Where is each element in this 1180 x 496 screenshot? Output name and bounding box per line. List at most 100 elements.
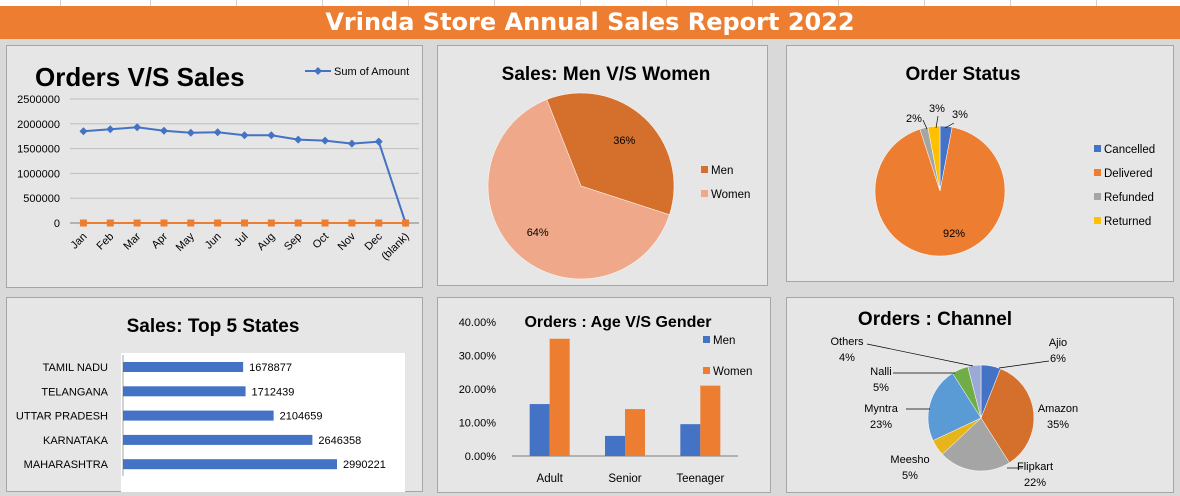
legend-label: Returned — [1104, 216, 1151, 228]
slice-pct-label: 6% — [1050, 353, 1066, 365]
data-point — [267, 219, 275, 227]
slice-name-label: Amazon — [1038, 403, 1078, 415]
data-point — [267, 131, 276, 140]
slice-name-label: Meesho — [890, 454, 929, 466]
y-tick-label: 2500000 — [17, 94, 60, 106]
top5-states-panel[interactable]: Sales: Top 5 States TAMIL NADU 1678877 TELA… — [6, 297, 423, 492]
slice-pct-label: 64% — [527, 227, 549, 239]
chart-title: Sales: Top 5 States — [127, 316, 300, 337]
x-tick-label: Oct — [311, 231, 332, 252]
channel-panel[interactable]: Orders : Channel Ajio 6% Amazon 35% Flipkart 2… — [786, 297, 1174, 493]
category-label: UTTAR PRADESH — [16, 411, 108, 423]
x-tick-label: Dec — [363, 230, 386, 253]
legend-swatch-returned — [1094, 217, 1101, 224]
sheet-grid-strip — [0, 0, 1180, 6]
pie-slice-amazon — [980, 368, 1035, 464]
bar-women-adult — [549, 338, 570, 456]
pie-slice-men — [546, 92, 675, 216]
slice-pct-label: 92% — [943, 228, 965, 240]
data-point — [133, 123, 142, 132]
chart-title: Sales: Men V/S Women — [502, 64, 711, 85]
leader-line — [944, 122, 955, 129]
y-tick-label: 30.00% — [459, 351, 497, 363]
data-point — [321, 219, 329, 227]
legend-label: Women — [713, 366, 752, 378]
y-tick-label: 1500000 — [17, 144, 60, 156]
data-point — [240, 131, 249, 140]
men-women-panel[interactable]: Sales: Men V/S Women 36% 64% Men Women — [437, 45, 768, 286]
pie-slice-women — [487, 99, 670, 280]
x-tick-label: (blank) — [379, 231, 411, 263]
category-label: TAMIL NADU — [43, 362, 108, 374]
slice-pct-label: 36% — [613, 135, 635, 147]
pie-slice-others — [967, 364, 982, 419]
slice-pct-label: 5% — [902, 470, 918, 482]
slice-pct-label: 4% — [839, 352, 855, 364]
slice-pct-label: 35% — [1047, 419, 1069, 431]
legend-label: Men — [711, 165, 733, 177]
slice-name-label: Flipkart — [1017, 461, 1053, 473]
value-label: 1678877 — [249, 362, 292, 374]
data-point — [375, 219, 383, 227]
data-point — [294, 135, 303, 144]
leader-line — [998, 360, 1050, 369]
data-point — [187, 219, 195, 227]
order-status-chart: Order Status 3% 3% 2% 92% Cancelled Delivered R… — [874, 64, 1155, 257]
orders-sales-chart: Orders V/S Sales 2500000 2000000 1500000 100… — [17, 62, 419, 263]
data-point — [186, 128, 195, 137]
legend-marker — [314, 67, 322, 75]
data-point — [374, 137, 383, 146]
data-point — [106, 219, 114, 227]
data-point — [294, 219, 302, 227]
legend-label: Women — [711, 189, 750, 201]
leader-line — [922, 119, 928, 130]
chart-title: Orders : Age V/S Gender — [524, 314, 711, 331]
data-point — [79, 219, 87, 227]
slice-name-label: Others — [830, 336, 864, 348]
series-line-0 — [83, 126, 407, 224]
bar-telangana — [123, 386, 246, 397]
age-gender-panel[interactable]: Orders : Age V/S Gender 40.00% 30.00% 20.00… — [437, 297, 771, 493]
legend-label: Delivered — [1104, 168, 1153, 180]
data-point — [213, 128, 222, 137]
pie-slice-flipkart — [942, 417, 1010, 472]
pie-slice-delivered — [874, 126, 1006, 257]
bar-maharashtra — [123, 459, 337, 470]
chart-title: Order Status — [905, 64, 1020, 85]
data-point — [160, 219, 168, 227]
slice-name-label: Ajio — [1049, 337, 1067, 349]
channel-chart: Orders : Channel Ajio 6% Amazon 35% Flipkart 2… — [830, 309, 1078, 489]
y-tick-label: 10.00% — [459, 418, 497, 430]
orders-sales-panel[interactable]: Orders V/S Sales 2500000 2000000 1500000 100… — [6, 45, 423, 288]
x-tick-label: May — [174, 230, 198, 254]
x-tick-label: Apr — [149, 230, 170, 251]
slice-pct-label: 3% — [929, 103, 945, 115]
legend-swatch-women — [703, 367, 710, 374]
order-status-panel[interactable]: Order Status 3% 3% 2% 92% Cancelled Delivered R… — [786, 45, 1174, 282]
data-point — [348, 219, 356, 227]
x-tick-label: Adult — [537, 473, 564, 485]
slice-name-label: Nalli — [870, 366, 891, 378]
data-point — [321, 136, 330, 145]
data-point — [159, 126, 168, 135]
pie-slice-returned — [927, 125, 941, 192]
category-label: KARNATAKA — [43, 435, 109, 447]
x-tick-label: Jul — [232, 231, 250, 249]
y-tick-label: 20.00% — [459, 384, 497, 396]
value-label: 2104659 — [280, 411, 323, 423]
chart-title: Orders : Channel — [858, 309, 1012, 330]
x-tick-label: Jan — [69, 231, 90, 252]
slice-pct-label: 5% — [873, 382, 889, 394]
legend-label: Cancelled — [1104, 144, 1155, 156]
legend-swatch-delivered — [1094, 169, 1101, 176]
slice-pct-label: 23% — [870, 419, 892, 431]
report-title: Vrinda Store Annual Sales Report 2022 — [0, 6, 1180, 39]
y-tick-label: 0.00% — [465, 451, 496, 463]
legend-label: Men — [713, 335, 735, 347]
men-women-chart: Sales: Men V/S Women 36% 64% Men Women — [487, 64, 750, 280]
slice-pct-label: 3% — [952, 109, 968, 121]
bar-men-senior — [605, 435, 625, 456]
top5-states-chart: Sales: Top 5 States TAMIL NADU 1678877 TELA… — [16, 316, 405, 492]
bar-women-teenager — [700, 385, 721, 456]
age-gender-chart: Orders : Age V/S Gender 40.00% 30.00% 20.00… — [459, 314, 753, 485]
